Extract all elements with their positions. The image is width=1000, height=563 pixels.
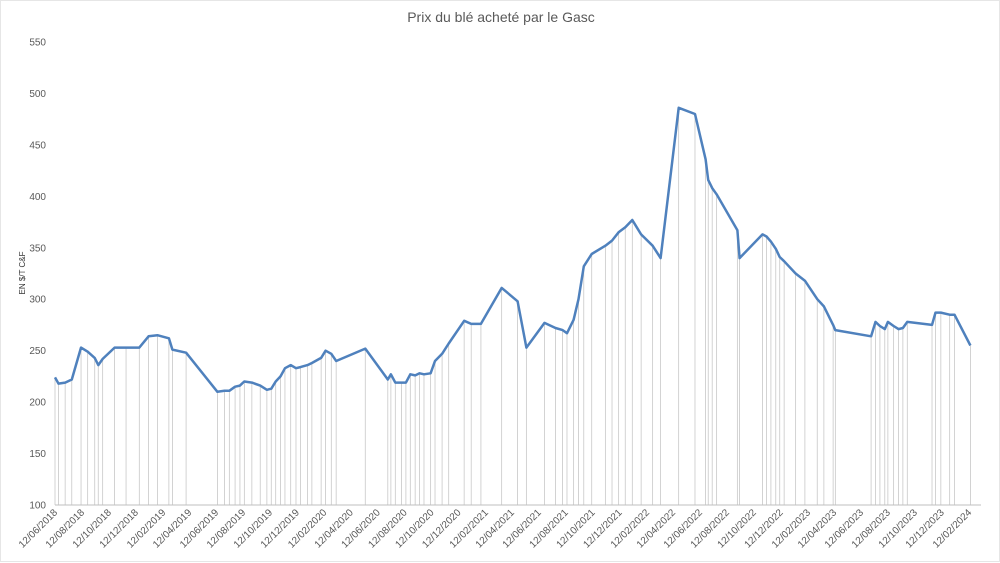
y-tick-label: 400 <box>29 192 46 203</box>
y-tick-label: 450 <box>29 140 46 151</box>
x-axis-ticks: 12/06/201812/08/201812/10/201812/12/2018… <box>17 507 975 550</box>
series-line <box>53 106 972 394</box>
y-axis-label: EN $/T C&F <box>18 251 27 294</box>
y-tick-label: 200 <box>29 398 46 409</box>
drop-lines <box>54 107 971 505</box>
y-axis-ticks: 100 150 200 250 300 350 400 450 500 550 <box>29 38 46 512</box>
chart-title: Prix du blé acheté par le Gasc <box>407 9 595 25</box>
y-tick-label: 500 <box>29 89 46 100</box>
y-tick-label: 150 <box>29 449 46 460</box>
y-tick-label: 300 <box>29 295 46 306</box>
y-tick-label: 550 <box>29 38 46 49</box>
y-tick-label: 350 <box>29 243 46 254</box>
y-tick-label: 100 <box>29 501 46 512</box>
y-tick-label: 250 <box>29 346 46 357</box>
